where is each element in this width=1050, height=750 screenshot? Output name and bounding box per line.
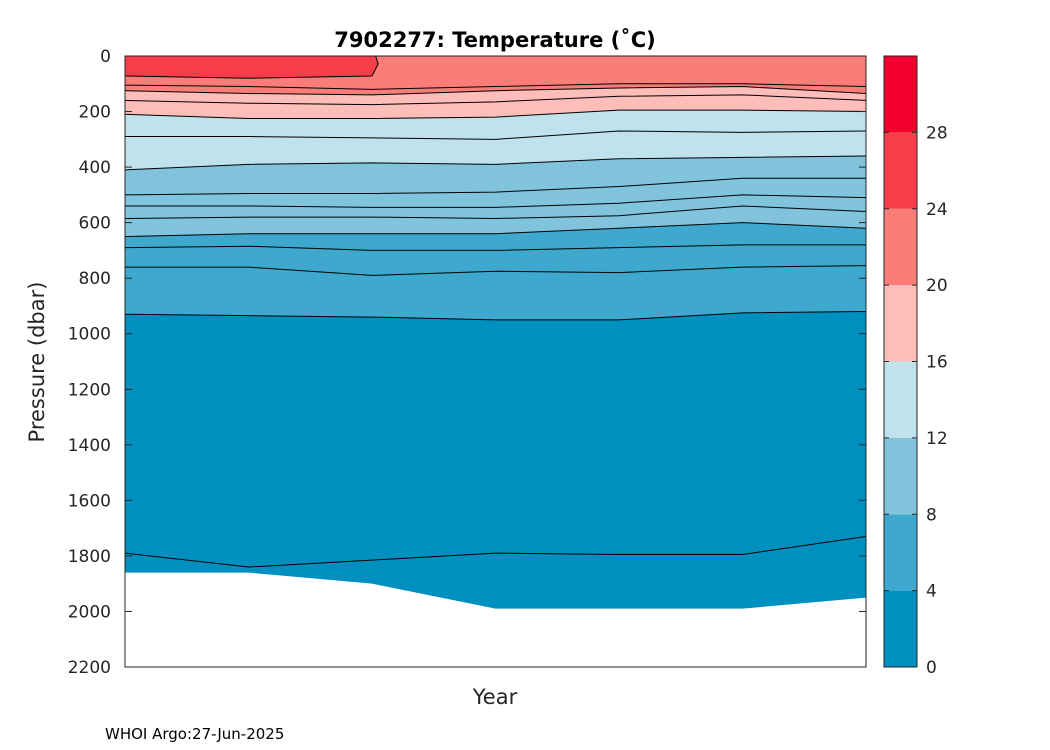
colorbar-segment (884, 285, 917, 362)
y-tick-label: 1200 (68, 380, 111, 400)
colorbar-segment (884, 56, 917, 133)
contour-line-8 (125, 222, 866, 238)
y-tick-label: 600 (79, 214, 111, 234)
footer-credit: WHOI Argo:27-Jun-2025 (105, 725, 285, 743)
contour-line-3 (125, 535, 866, 568)
colorbar-tick-label: 0 (926, 658, 937, 678)
x-axis-label: Year (472, 685, 518, 709)
contour-line-12 (125, 155, 866, 171)
contour-line-22 (125, 83, 866, 90)
colorbar-segment (884, 514, 917, 591)
colorbar-tick-label: 24 (926, 200, 948, 220)
colorbar-tick-label: 8 (926, 505, 937, 525)
colorbar-segment (884, 590, 917, 667)
colorbar-tick-label: 4 (926, 582, 937, 602)
contour-line-16 (125, 109, 866, 119)
colorbar-tick-label: 12 (926, 429, 948, 449)
y-axis-label: Pressure (dbar) (25, 282, 49, 443)
colorbar-tick-label: 20 (926, 276, 948, 296)
contour-line-6 (125, 265, 866, 276)
contour-line-9 (125, 205, 866, 219)
contour-line-10 (125, 194, 866, 208)
colorbar-tick-label: 28 (926, 123, 948, 143)
colorbar-segment (884, 208, 917, 286)
contour-line-20 (125, 86, 866, 96)
plot-frame (124, 55, 867, 668)
contour-line-26 (125, 56, 379, 79)
y-tick-label: 1000 (68, 325, 111, 345)
colorbar (884, 56, 917, 667)
chart-title: 7902277: Temperature (˚C) (334, 28, 655, 52)
y-tick-label: 400 (79, 158, 111, 178)
contour-line-7 (125, 244, 866, 251)
colorbar-ticks: 0 4 8 12 16 20 24 28 (884, 123, 948, 678)
contour-lines (125, 56, 866, 568)
band-above-26 (125, 56, 379, 79)
y-tick-label: 2000 (68, 602, 111, 622)
colorbar-segment (884, 132, 917, 209)
y-tick-label: 1600 (68, 491, 111, 511)
y-tick-label: 2200 (68, 658, 111, 678)
colorbar-tick-label: 16 (926, 353, 948, 373)
plot-area (125, 56, 866, 667)
y-tick-label: 200 (79, 103, 111, 123)
colorbar-segment (884, 361, 917, 438)
y-tick-label: 1800 (68, 547, 111, 567)
y-tick-label: 0 (100, 47, 111, 67)
colorbar-segment (884, 437, 917, 515)
y-tick-label: 800 (79, 269, 111, 289)
contour-line-18 (125, 94, 866, 106)
y-tick-label: 1400 (68, 436, 111, 456)
contour-line-11 (125, 177, 866, 196)
contour-line-14 (125, 130, 866, 140)
temperature-bands (125, 56, 866, 609)
contour-line-4 (125, 311, 866, 321)
y-axis-ticks: 0 200 400 600 800 1000 1200 1400 1600 1800 2000 220… (68, 47, 866, 678)
